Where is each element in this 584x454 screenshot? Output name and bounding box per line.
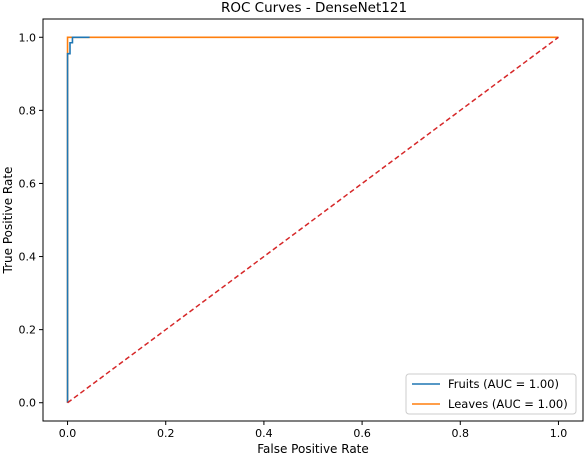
x-tick-label: 0.8 [452,427,470,440]
y-tick-label: 1.0 [19,31,37,44]
x-axis-title: False Positive Rate [257,442,369,454]
x-tick-label: 1.0 [550,427,568,440]
x-tick-label: 0.2 [157,427,175,440]
chart-title: ROC Curves - DenseNet121 [221,0,407,16]
x-tick-label: 0.6 [353,427,371,440]
plot-layer [66,36,559,404]
y-tick-label: 0.6 [19,177,37,190]
y-tick-label: 0.4 [19,251,37,264]
reference-diagonal [67,36,559,404]
y-tick-label: 0.0 [19,397,37,410]
y-tick-label: 0.2 [19,324,37,337]
y-axis-title: True Positive Rate [1,167,15,275]
y-axis: 0.0 0.2 0.4 0.6 0.8 1.0 [19,31,43,410]
legend-box [405,373,577,415]
legend-label-leaves: Leaves (AUC = 1.00) [448,397,568,411]
legend: Fruits (AUC = 1.00) Leaves (AUC = 1.00) [405,373,577,415]
x-axis: 0.0 0.2 0.4 0.6 0.8 1.0 [59,421,567,440]
x-tick-label: 0.4 [255,427,273,440]
series-line-fruits [66,36,90,403]
plot-frame [42,18,584,422]
x-tick-label: 0.0 [59,427,77,440]
y-tick-label: 0.8 [19,104,37,117]
legend-label-fruits: Fruits (AUC = 1.00) [448,377,559,391]
